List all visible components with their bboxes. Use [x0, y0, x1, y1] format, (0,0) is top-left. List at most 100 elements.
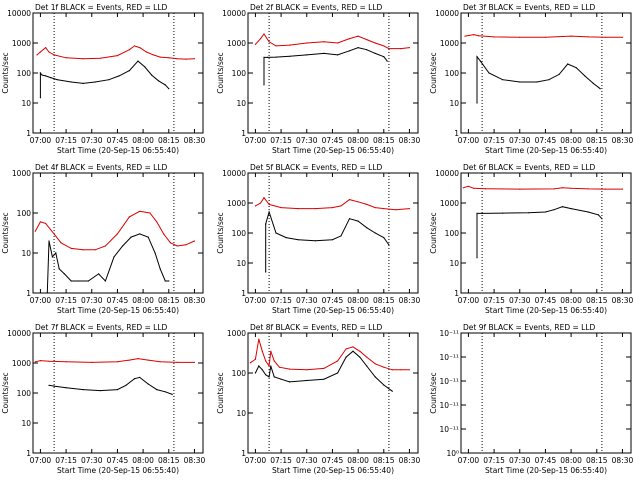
- series-events-point: [268, 211, 270, 213]
- series-events-point: [306, 379, 308, 382]
- plot-frame: [247, 12, 419, 134]
- series-lld-point: [94, 249, 96, 251]
- series-events-point: [265, 271, 267, 273]
- series-lld-point: [91, 361, 93, 363]
- series-events-point: [502, 79, 504, 81]
- series-events-point: [553, 209, 555, 211]
- panel-title: Det 5f BLACK = Events, RED = LLD: [250, 163, 383, 172]
- x-axis-label: Start Time (20-Sep-15 06:55:40): [485, 466, 607, 475]
- series-events-point: [561, 206, 564, 208]
- series-lld-point: [391, 369, 393, 371]
- series-lld-point: [149, 212, 151, 214]
- series-events-point: [348, 50, 351, 52]
- series-lld-point: [604, 36, 606, 38]
- x-tick-label: 07:30: [509, 136, 531, 145]
- x-tick-label: 07:45: [322, 296, 344, 305]
- x-tick-label: 08:30: [612, 456, 634, 465]
- x-tick-label: 07:15: [270, 456, 292, 465]
- y-tick-label: 10⁻¹¹: [439, 329, 459, 338]
- series-lld-point: [467, 185, 469, 187]
- series-events-point: [258, 365, 260, 367]
- y-tick-label: 1000: [227, 199, 246, 208]
- series-lld-point: [128, 359, 130, 361]
- x-tick-label: 08:15: [373, 136, 395, 145]
- y-tick-label: 1: [26, 449, 31, 458]
- series-events-line: [265, 210, 390, 272]
- x-tick-label: 07:15: [483, 456, 505, 465]
- series-events-point: [275, 232, 277, 234]
- x-tick-label: 07:00: [30, 136, 52, 145]
- series-lld-point: [159, 56, 161, 58]
- y-tick-label: 1: [454, 129, 459, 138]
- series-events-point: [39, 97, 42, 99]
- series-lld-point: [337, 360, 339, 362]
- series-lld-point: [128, 49, 130, 51]
- x-axis-label: Start Time (20-Sep-15 06:55:40): [57, 466, 179, 475]
- y-tick-label: 10⁻¹¹: [439, 425, 459, 434]
- series-events-point: [597, 214, 600, 216]
- x-tick-label: 08:15: [586, 136, 608, 145]
- plot-frame: [247, 172, 419, 294]
- series-lld-point: [254, 205, 256, 207]
- series-events-point: [265, 374, 267, 376]
- series-lld-point: [169, 242, 172, 244]
- series-events-point: [340, 235, 342, 237]
- series-lld-point: [260, 38, 262, 40]
- series-lld-point: [260, 202, 262, 204]
- series-lld-point: [621, 36, 624, 38]
- series-events-point: [39, 72, 42, 74]
- series-lld-point: [306, 42, 308, 44]
- y-tick-label: 1000: [440, 39, 459, 48]
- series-lld-point: [65, 361, 67, 363]
- x-tick-label: 07:30: [81, 456, 103, 465]
- x-tick-label: 07:45: [107, 456, 129, 465]
- x-tick-label: 07:30: [296, 296, 318, 305]
- series-lld-point: [462, 187, 464, 189]
- x-tick-label: 07:00: [245, 456, 267, 465]
- y-tick-label: 10: [21, 99, 31, 108]
- series-lld-point: [82, 58, 84, 60]
- x-tick-label: 08:15: [586, 296, 608, 305]
- series-lld-point: [263, 33, 265, 35]
- y-tick-label: 10000: [435, 9, 459, 18]
- series-lld-line: [463, 185, 623, 190]
- series-lld-point: [289, 44, 291, 46]
- panel-title: Det 6f BLACK = Events, RED = LLD: [463, 163, 596, 172]
- y-tick-label: 10: [21, 249, 31, 258]
- x-tick-label: 08:30: [612, 136, 634, 145]
- y-axis-label: Counts/sec: [429, 372, 438, 413]
- series-lld-point: [193, 240, 195, 242]
- series-events-point: [147, 236, 149, 238]
- series-events-point: [104, 280, 106, 282]
- x-tick-label: 08:00: [560, 456, 582, 465]
- series-lld-point: [145, 51, 148, 53]
- y-tick-label: 1: [26, 289, 31, 298]
- x-tick-label: 07:15: [483, 136, 505, 145]
- series-events-point: [548, 79, 550, 81]
- x-tick-label: 07:00: [30, 296, 52, 305]
- series-lld-point: [156, 221, 158, 223]
- series-lld-point: [331, 207, 333, 209]
- panel-title: Det 1f BLACK = Events, RED = LLD: [35, 3, 168, 12]
- y-axis-label: Counts/sec: [216, 52, 225, 93]
- series-lld-point: [128, 216, 130, 218]
- y-tick-label: 1: [26, 129, 31, 138]
- x-tick-label: 08:00: [560, 296, 582, 305]
- x-tick-label: 08:30: [184, 296, 206, 305]
- series-events-point: [323, 378, 325, 380]
- series-events-point: [265, 223, 267, 225]
- series-lld-point: [408, 47, 410, 49]
- y-tick-label: 1000: [227, 39, 246, 48]
- x-axis-label: Start Time (20-Sep-15 06:55:40): [485, 146, 607, 155]
- y-axis-label: Counts/sec: [1, 372, 10, 413]
- y-tick-label: 10⁰: [446, 449, 459, 458]
- series-lld-point: [254, 43, 256, 46]
- series-events-point: [99, 390, 101, 392]
- series-events-point: [366, 227, 368, 229]
- series-events-point: [331, 239, 333, 241]
- series-lld-point: [133, 45, 136, 47]
- series-events-point: [601, 218, 603, 220]
- plot-frame: [460, 332, 632, 454]
